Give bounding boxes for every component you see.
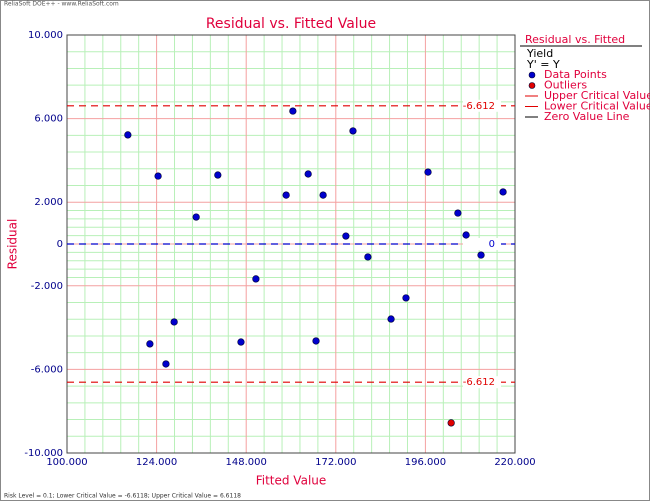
legend-label: Data Points (544, 68, 607, 81)
data-point (424, 168, 432, 176)
annotation-bg (463, 238, 501, 250)
annotation: -6.612 (463, 377, 495, 388)
legend-title: Residual vs. Fitted (525, 33, 625, 46)
data-point (342, 232, 350, 240)
y-tick-label: -10.000 (24, 448, 63, 459)
y-axis-title: Residual (6, 219, 20, 270)
data-point (304, 170, 312, 178)
data-point (387, 315, 395, 323)
legend-label: Lower Critical Value (544, 100, 650, 113)
y-tick-label: -2.000 (31, 281, 63, 292)
data-point (349, 127, 357, 135)
data-point (214, 171, 222, 179)
legend-label: Upper Critical Value (544, 89, 650, 102)
data-point (162, 360, 170, 368)
data-point (124, 131, 132, 139)
annotation: 0 (489, 239, 495, 250)
data-point (170, 318, 178, 326)
x-tick-label: 196.000 (405, 457, 446, 468)
x-tick-label: 220.000 (494, 457, 535, 468)
x-tick-label: 172.000 (315, 457, 356, 468)
legend-marker (528, 82, 536, 89)
data-point (312, 337, 320, 345)
data-point (192, 213, 200, 221)
data-point (462, 231, 470, 239)
data-point (146, 340, 154, 348)
y-tick-label: 10.000 (28, 30, 63, 41)
data-point (282, 191, 290, 199)
data-point (447, 419, 455, 427)
header: ReliaSoft DOE++ - www.ReliaSoft.com (4, 1, 119, 8)
legend-label: Outliers (544, 79, 587, 92)
data-point (454, 209, 462, 217)
annotation-bg (463, 99, 501, 112)
data-point (319, 191, 327, 199)
data-point (364, 253, 372, 261)
legend-marker (528, 71, 536, 79)
y-tick-label: 0 (57, 239, 63, 250)
x-tick-label: 124.000 (136, 457, 177, 468)
data-point (252, 275, 260, 283)
legend-text: Y' = Y (526, 58, 560, 71)
data-point (237, 338, 245, 346)
x-tick-label: 100.000 (46, 457, 87, 468)
chart-title: Residual vs. Fitted Value (206, 16, 376, 32)
status-bar: Risk Level = 0.1; Lower Critical Value =… (4, 493, 241, 500)
y-tick-label: -6.000 (31, 364, 63, 375)
data-point (477, 251, 485, 259)
legend-label: Zero Value Line (544, 110, 630, 123)
annotation: -6.612 (463, 101, 495, 112)
legend-text: Yield (526, 47, 553, 60)
data-point (402, 294, 410, 302)
x-axis-title: Fitted Value (256, 474, 327, 488)
y-tick-label: 2.000 (34, 197, 63, 208)
data-point (289, 107, 297, 115)
data-point (499, 188, 507, 196)
y-tick-label: 6.000 (34, 114, 63, 125)
annotation-bg (463, 376, 501, 389)
data-point (154, 172, 162, 180)
x-tick-label: 148.000 (226, 457, 267, 468)
